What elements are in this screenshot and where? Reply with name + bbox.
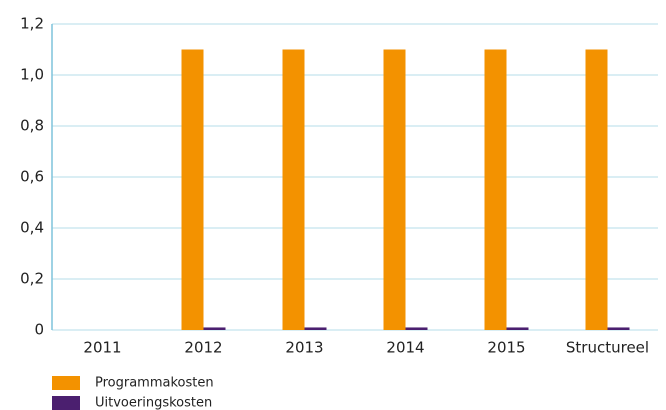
bar (506, 327, 529, 330)
bar (383, 49, 406, 330)
bar (607, 327, 630, 330)
bar (203, 327, 226, 330)
y-tick-label: 0,6 (20, 168, 44, 186)
y-tick-label: 0,2 (20, 270, 44, 288)
bar (484, 49, 507, 330)
x-tick-label: Structureel (566, 339, 649, 357)
y-tick-label: 0 (34, 321, 44, 339)
legend-label: Programmakosten (95, 376, 214, 391)
x-tick-label: 2012 (184, 339, 222, 357)
bar (181, 49, 204, 330)
legend-swatch (52, 376, 80, 390)
y-tick-label: 0,8 (20, 117, 44, 135)
y-tick-label: 1,2 (20, 15, 44, 33)
legend-label: Uitvoeringskosten (95, 396, 212, 410)
y-tick-label: 1,0 (20, 66, 44, 84)
bar (282, 49, 305, 330)
bar (585, 49, 608, 330)
y-tick-label: 0,4 (20, 219, 44, 237)
x-tick-label: 2013 (285, 339, 323, 357)
x-tick-label: 2015 (487, 339, 525, 357)
bar (304, 327, 327, 330)
x-tick-label: 2011 (83, 339, 121, 357)
legend-swatch (52, 396, 80, 410)
x-tick-label: 2014 (386, 339, 424, 357)
bar (405, 327, 428, 330)
